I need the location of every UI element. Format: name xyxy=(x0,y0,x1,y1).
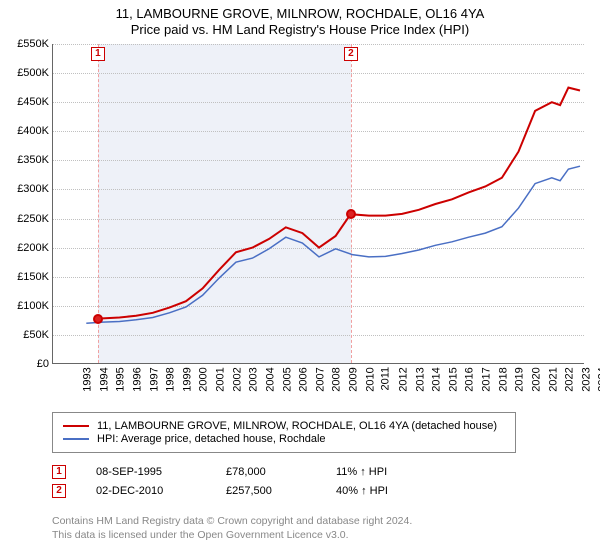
x-tick-label: 2007 xyxy=(314,367,326,391)
x-tick-label: 2005 xyxy=(281,367,293,391)
legend-item-subject: 11, LAMBOURNE GROVE, MILNROW, ROCHDALE, … xyxy=(63,420,505,432)
transaction-delta: 40% ↑ HPI xyxy=(336,485,388,497)
x-tick-label: 1997 xyxy=(148,367,160,391)
x-tick-label: 2002 xyxy=(231,367,243,391)
x-tick-label: 2010 xyxy=(364,367,376,391)
x-tick-label: 2006 xyxy=(298,367,310,391)
transaction-price: £78,000 xyxy=(226,466,306,478)
y-tick-label: £250K xyxy=(3,213,49,225)
legend-label-hpi: HPI: Average price, detached house, Roch… xyxy=(97,433,326,445)
x-tick-label: 2011 xyxy=(380,367,392,391)
transaction-price: £257,500 xyxy=(226,485,306,497)
x-tick-label: 1998 xyxy=(165,367,177,391)
x-tick-label: 2020 xyxy=(530,367,542,391)
x-tick-label: 1995 xyxy=(115,367,127,391)
x-tick-label: 2019 xyxy=(514,367,526,391)
transaction-marker-box: 1 xyxy=(91,47,105,61)
x-tick-label: 1993 xyxy=(81,367,93,391)
y-tick-label: £350K xyxy=(3,154,49,166)
y-tick-label: £50K xyxy=(3,329,49,341)
swatch-hpi xyxy=(63,438,89,440)
x-tick-label: 2012 xyxy=(397,367,409,391)
x-tick-label: 2009 xyxy=(347,367,359,391)
x-tick-label: 2015 xyxy=(447,367,459,391)
y-tick-label: £0 xyxy=(3,358,49,370)
legend-box: 11, LAMBOURNE GROVE, MILNROW, ROCHDALE, … xyxy=(52,412,516,453)
series-subject-line xyxy=(98,88,580,319)
x-tick-label: 2004 xyxy=(264,367,276,391)
y-tick-label: £550K xyxy=(3,38,49,50)
x-tick-label: 2021 xyxy=(547,367,559,391)
y-tick-label: £200K xyxy=(3,242,49,254)
y-tick-label: £450K xyxy=(3,96,49,108)
transaction-marker-box: 2 xyxy=(344,47,358,61)
chart-lines xyxy=(53,44,584,363)
x-tick-label: 2000 xyxy=(198,367,210,391)
transaction-delta: 11% ↑ HPI xyxy=(336,466,387,478)
x-tick-label: 1994 xyxy=(98,367,110,391)
transaction-row: 2 02-DEC-2010 £257,500 40% ↑ HPI xyxy=(52,484,388,498)
transaction-date: 02-DEC-2010 xyxy=(96,485,196,497)
footer-attribution: Contains HM Land Registry data © Crown c… xyxy=(52,514,412,542)
x-tick-label: 2016 xyxy=(464,367,476,391)
title-sub: Price paid vs. HM Land Registry's House … xyxy=(0,22,600,37)
series-hpi-line xyxy=(86,166,580,323)
x-tick-label: 2008 xyxy=(331,367,343,391)
plot-area: £0£50K£100K£150K£200K£250K£300K£350K£400… xyxy=(52,44,584,364)
transaction-idx-box: 2 xyxy=(52,484,66,498)
title-main: 11, LAMBOURNE GROVE, MILNROW, ROCHDALE, … xyxy=(0,6,600,21)
x-tick-label: 2018 xyxy=(497,367,509,391)
x-tick-label: 2017 xyxy=(480,367,492,391)
y-tick-label: £150K xyxy=(3,271,49,283)
swatch-subject xyxy=(63,425,89,427)
transaction-table: 1 08-SEP-1995 £78,000 11% ↑ HPI 2 02-DEC-2010… xyxy=(52,460,388,503)
y-tick-label: £400K xyxy=(3,125,49,137)
x-tick-label: 2023 xyxy=(580,367,592,391)
transaction-idx-box: 1 xyxy=(52,465,66,479)
footer-line-2: This data is licensed under the Open Gov… xyxy=(52,528,412,542)
y-tick-label: £300K xyxy=(3,183,49,195)
transaction-dot xyxy=(93,314,103,324)
x-tick-label: 2014 xyxy=(431,367,443,391)
y-tick-label: £100K xyxy=(3,300,49,312)
x-tick-label: 2003 xyxy=(248,367,260,391)
transaction-date: 08-SEP-1995 xyxy=(96,466,196,478)
transaction-row: 1 08-SEP-1995 £78,000 11% ↑ HPI xyxy=(52,465,388,479)
legend-item-hpi: HPI: Average price, detached house, Roch… xyxy=(63,433,505,445)
x-tick-label: 2022 xyxy=(564,367,576,391)
chart-container: 11, LAMBOURNE GROVE, MILNROW, ROCHDALE, … xyxy=(0,0,600,560)
transaction-dot xyxy=(346,209,356,219)
x-tick-label: 1996 xyxy=(131,367,143,391)
footer-line-1: Contains HM Land Registry data © Crown c… xyxy=(52,514,412,528)
x-tick-label: 2001 xyxy=(214,367,226,391)
x-tick-label: 2013 xyxy=(414,367,426,391)
titles: 11, LAMBOURNE GROVE, MILNROW, ROCHDALE, … xyxy=(0,0,600,37)
x-tick-label: 1999 xyxy=(181,367,193,391)
y-tick-label: £500K xyxy=(3,67,49,79)
legend-label-subject: 11, LAMBOURNE GROVE, MILNROW, ROCHDALE, … xyxy=(97,420,497,432)
